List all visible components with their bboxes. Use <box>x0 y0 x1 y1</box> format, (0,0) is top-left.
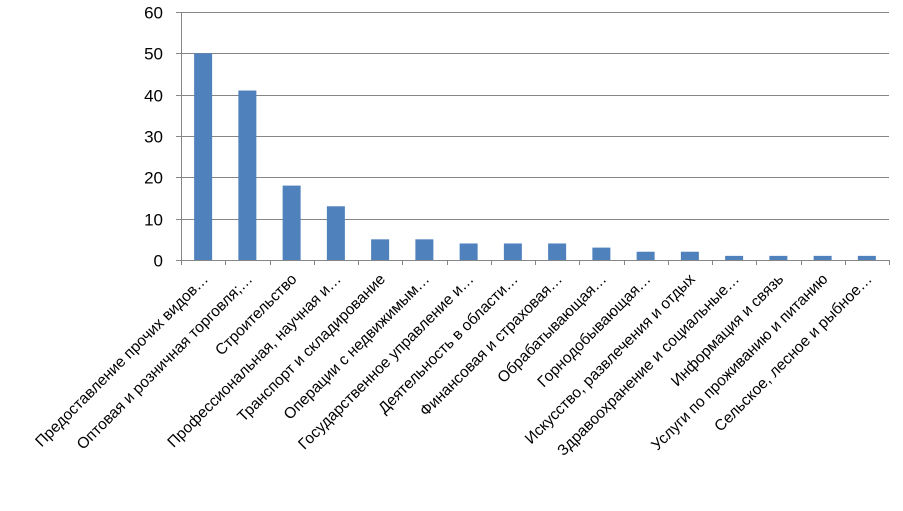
bar <box>415 239 434 260</box>
x-tick-label: Оптовая и розничная торговля;… <box>74 271 256 453</box>
y-axis: 0 10 20 30 40 50 60 <box>144 4 182 271</box>
bar <box>636 251 655 260</box>
y-tick-label: 60 <box>144 4 163 23</box>
y-tick-label: 20 <box>144 169 163 188</box>
bar <box>503 243 522 260</box>
bar <box>725 255 744 260</box>
bar <box>857 255 876 260</box>
y-tick-label: 0 <box>154 252 163 271</box>
bar <box>459 243 478 260</box>
x-axis: Предоставление прочих видов…Оптовая и ро… <box>32 260 890 459</box>
bar <box>592 247 611 260</box>
bar <box>371 239 390 260</box>
bar <box>238 90 257 261</box>
bar <box>680 251 699 260</box>
y-tick-label: 50 <box>144 45 163 64</box>
y-tick-label: 40 <box>144 87 163 106</box>
bar <box>548 243 567 260</box>
bar <box>813 255 832 260</box>
bar <box>769 255 788 260</box>
y-tick-label: 10 <box>144 211 163 230</box>
y-tick-label: 30 <box>144 128 163 147</box>
bar <box>282 185 301 260</box>
bar <box>326 206 345 260</box>
bar <box>194 53 213 261</box>
gridlines <box>181 12 889 220</box>
bars <box>194 53 876 261</box>
